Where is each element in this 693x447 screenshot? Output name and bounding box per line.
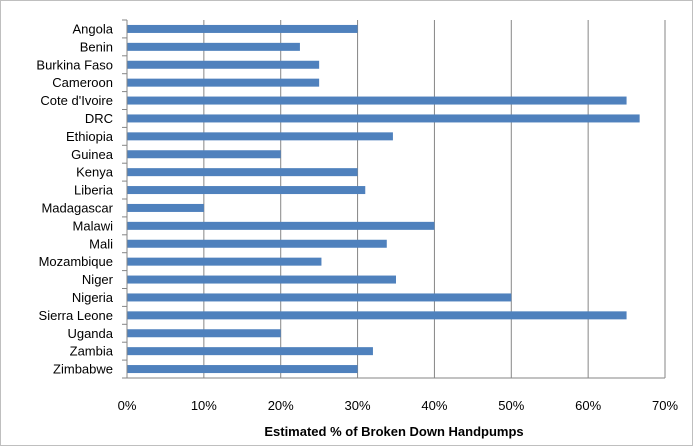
y-tick-label: Cameroon	[52, 75, 113, 90]
x-tick-label: 20%	[268, 398, 294, 413]
bar	[127, 150, 281, 159]
bar	[127, 293, 512, 302]
bar	[127, 275, 396, 284]
tick-labels: 0% 10% 20% 30% 40% 50% 60% 70% Angola Benin Burkin…	[36, 21, 678, 413]
y-tick-label: Guinea	[71, 147, 114, 162]
y-tick-label: DRC	[85, 111, 113, 126]
y-tick-label: Mali	[89, 236, 113, 251]
bar	[127, 24, 358, 33]
y-tick-label: Angola	[73, 21, 114, 36]
bar	[127, 221, 435, 230]
bar	[127, 96, 627, 105]
y-tick-label: Ethiopia	[66, 129, 114, 144]
y-tick-label: Liberia	[74, 183, 114, 198]
bar	[127, 42, 300, 51]
bar	[127, 186, 366, 195]
y-tick-label: Nigeria	[72, 290, 114, 305]
bar	[127, 329, 281, 338]
bar	[127, 60, 320, 69]
y-tick-label: Burkina Faso	[36, 57, 113, 72]
y-tick-label: Uganda	[67, 326, 113, 341]
y-tick-label: Zimbabwe	[53, 362, 113, 377]
x-tick-label: 40%	[421, 398, 447, 413]
x-tick-label: 70%	[652, 398, 678, 413]
y-tick-label: Sierra Leone	[39, 308, 113, 323]
bar	[127, 168, 358, 177]
y-tick-label: Benin	[80, 39, 113, 54]
y-tick-label: Malawi	[73, 218, 114, 233]
gridlines	[203, 20, 666, 378]
y-tick-label: Kenya	[76, 165, 114, 180]
bar	[127, 257, 322, 266]
bars	[127, 24, 640, 374]
axes	[122, 19, 665, 379]
y-tick-label: Mozambique	[39, 254, 113, 269]
bar	[127, 365, 358, 374]
x-tick-label: 10%	[191, 398, 217, 413]
bar	[127, 114, 640, 123]
bar	[127, 239, 387, 248]
x-axis-title: Estimated % of Broken Down Handpumps	[264, 424, 523, 439]
y-tick-label: Madagascar	[41, 200, 113, 215]
bar	[127, 203, 204, 212]
bar	[127, 347, 373, 356]
x-tick-label: 30%	[345, 398, 371, 413]
bar	[127, 132, 393, 141]
y-tick-label: Niger	[82, 272, 114, 287]
x-tick-label: 50%	[498, 398, 524, 413]
bar	[127, 311, 627, 320]
x-tick-label: 0%	[118, 398, 137, 413]
y-tick-label: Zambia	[70, 344, 114, 359]
x-tick-label: 60%	[575, 398, 601, 413]
y-tick-label: Cote d'Ivoire	[40, 93, 113, 108]
bar	[127, 78, 320, 87]
